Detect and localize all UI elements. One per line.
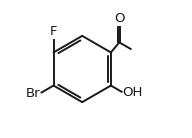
Text: OH: OH	[123, 86, 143, 99]
Text: Br: Br	[26, 87, 41, 100]
Text: F: F	[50, 25, 57, 38]
Text: O: O	[114, 12, 125, 25]
